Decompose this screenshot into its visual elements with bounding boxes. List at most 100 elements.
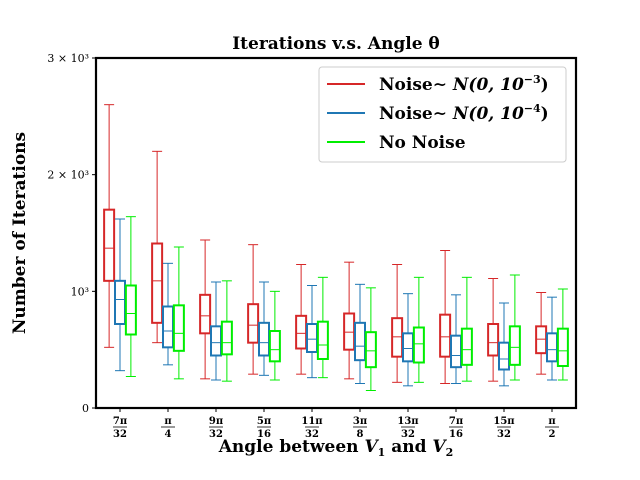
box-2-7 [402, 293, 414, 387]
box-iqr [535, 325, 548, 355]
box-iqr [258, 321, 270, 357]
box-iqr [199, 293, 212, 335]
box-iqr [556, 327, 569, 367]
box-iqr [508, 325, 521, 366]
box-groups [103, 104, 569, 391]
box-3-3 [220, 280, 233, 382]
box-3-1 [124, 216, 137, 377]
x-tick-label-numerator: 13π [397, 416, 418, 427]
box-1-10 [535, 292, 548, 375]
box-iqr [306, 323, 318, 353]
box-iqr [391, 317, 404, 358]
x-tick-label-denominator: 16 [257, 429, 271, 440]
box-1-8 [439, 250, 452, 384]
x-tick-label-denominator: 32 [209, 429, 223, 440]
legend-label-part: ) [541, 104, 549, 124]
x-tick-label-denominator: 32 [497, 429, 511, 440]
box-2-10 [546, 296, 558, 381]
box-iqr [124, 284, 137, 336]
box-iqr [103, 208, 116, 282]
box-1-7 [391, 264, 404, 383]
legend-label-part: No Noise [379, 133, 466, 153]
box-iqr [546, 332, 558, 363]
x-axis-label: Angle between V1 and V2 [218, 437, 454, 459]
box-iqr [460, 327, 473, 366]
legend: Noise∼ N(0, 10−3)Noise∼ N(0, 10−4)No Noi… [318, 66, 567, 163]
box-iqr [210, 325, 222, 357]
x-tick-label-numerator: 7π [113, 416, 127, 427]
x-tick-label-denominator: 32 [113, 429, 127, 440]
legend-label: Noise∼ N(0, 10−4) [379, 102, 549, 124]
x-tick-label-denominator: 32 [401, 429, 415, 440]
y-axis: 0 10³ 2 × 10³ 3 × 10³ [47, 52, 96, 415]
legend-label: Noise∼ N(0, 10−3) [379, 73, 549, 95]
box-iqr [220, 320, 233, 356]
box-1-6 [343, 261, 356, 380]
box-2-5 [306, 285, 318, 379]
box-2-2 [162, 262, 174, 366]
box-2-6 [354, 283, 366, 384]
box-iqr [498, 341, 510, 371]
x-tick-label-denominator: 16 [449, 429, 463, 440]
chart-title: Iterations v.s. Angle θ [232, 34, 440, 54]
box-iqr [343, 312, 356, 351]
box-1-5 [295, 264, 308, 375]
box-1-2 [151, 150, 164, 344]
x-axis: 7π 32 π 4 9π 32 5π 16 11π 32 3π 8 13π 32 7π 16 15π 32 π 2 [113, 408, 559, 440]
box-3-9 [508, 274, 521, 381]
box-iqr [402, 332, 414, 363]
box-iqr [268, 330, 281, 363]
box-iqr [364, 331, 377, 369]
box-iqr [162, 305, 174, 349]
box-iqr [114, 279, 126, 326]
legend-label-part: ) [541, 75, 549, 95]
box-1-1 [103, 104, 116, 348]
y-tick-label: 0 [82, 402, 89, 415]
legend-box [318, 66, 567, 163]
x-tick-label-numerator: 3π [353, 416, 367, 427]
legend-label-part: −3 [524, 73, 541, 86]
y-tick-label: 10³ [71, 285, 89, 298]
x-tick-label-denominator: 4 [165, 429, 172, 440]
x-tick-label-numerator: 5π [257, 416, 271, 427]
x-tick-label-numerator: 9π [209, 416, 223, 427]
box-3-5 [316, 276, 329, 379]
box-2-8 [450, 294, 462, 384]
box-2-9 [498, 302, 510, 387]
legend-label: No Noise [379, 133, 466, 153]
legend-label-part: Noise∼ [379, 75, 453, 95]
box-iqr [151, 242, 164, 324]
x-tick-label-numerator: 15π [493, 416, 514, 427]
x-tick-label-denominator: 2 [549, 429, 556, 440]
box-1-3 [199, 239, 212, 380]
legend-label-part: N(0, 10 [452, 75, 524, 95]
box-3-10 [556, 288, 569, 381]
legend-label-part: −4 [524, 102, 541, 115]
box-iqr [439, 313, 452, 358]
box-3-6 [364, 287, 377, 391]
plot-frame [94, 56, 578, 410]
x-tick-label-denominator: 32 [305, 429, 319, 440]
box-3-4 [268, 290, 281, 381]
x-tick-label-numerator: 7π [449, 416, 463, 427]
box-iqr [172, 304, 185, 352]
x-tick-label-numerator: π [548, 416, 555, 427]
box-iqr [487, 323, 500, 357]
box-iqr [412, 326, 425, 364]
box-2-1 [114, 218, 126, 372]
box-iqr [247, 303, 260, 344]
box-2-4 [258, 281, 270, 376]
box-iqr [354, 321, 366, 362]
box-iqr [450, 334, 462, 369]
y-tick-label: 2 × 10³ [47, 169, 89, 182]
box-1-4 [247, 244, 260, 375]
box-1-9 [487, 278, 500, 382]
y-tick-label: 3 × 10³ [47, 52, 89, 65]
box-3-8 [460, 276, 473, 382]
legend-label-part: Noise∼ [379, 104, 453, 124]
box-iqr [295, 314, 308, 350]
box-iqr [316, 320, 329, 360]
box-2-3 [210, 281, 222, 381]
x-tick-label-numerator: π [164, 416, 171, 427]
